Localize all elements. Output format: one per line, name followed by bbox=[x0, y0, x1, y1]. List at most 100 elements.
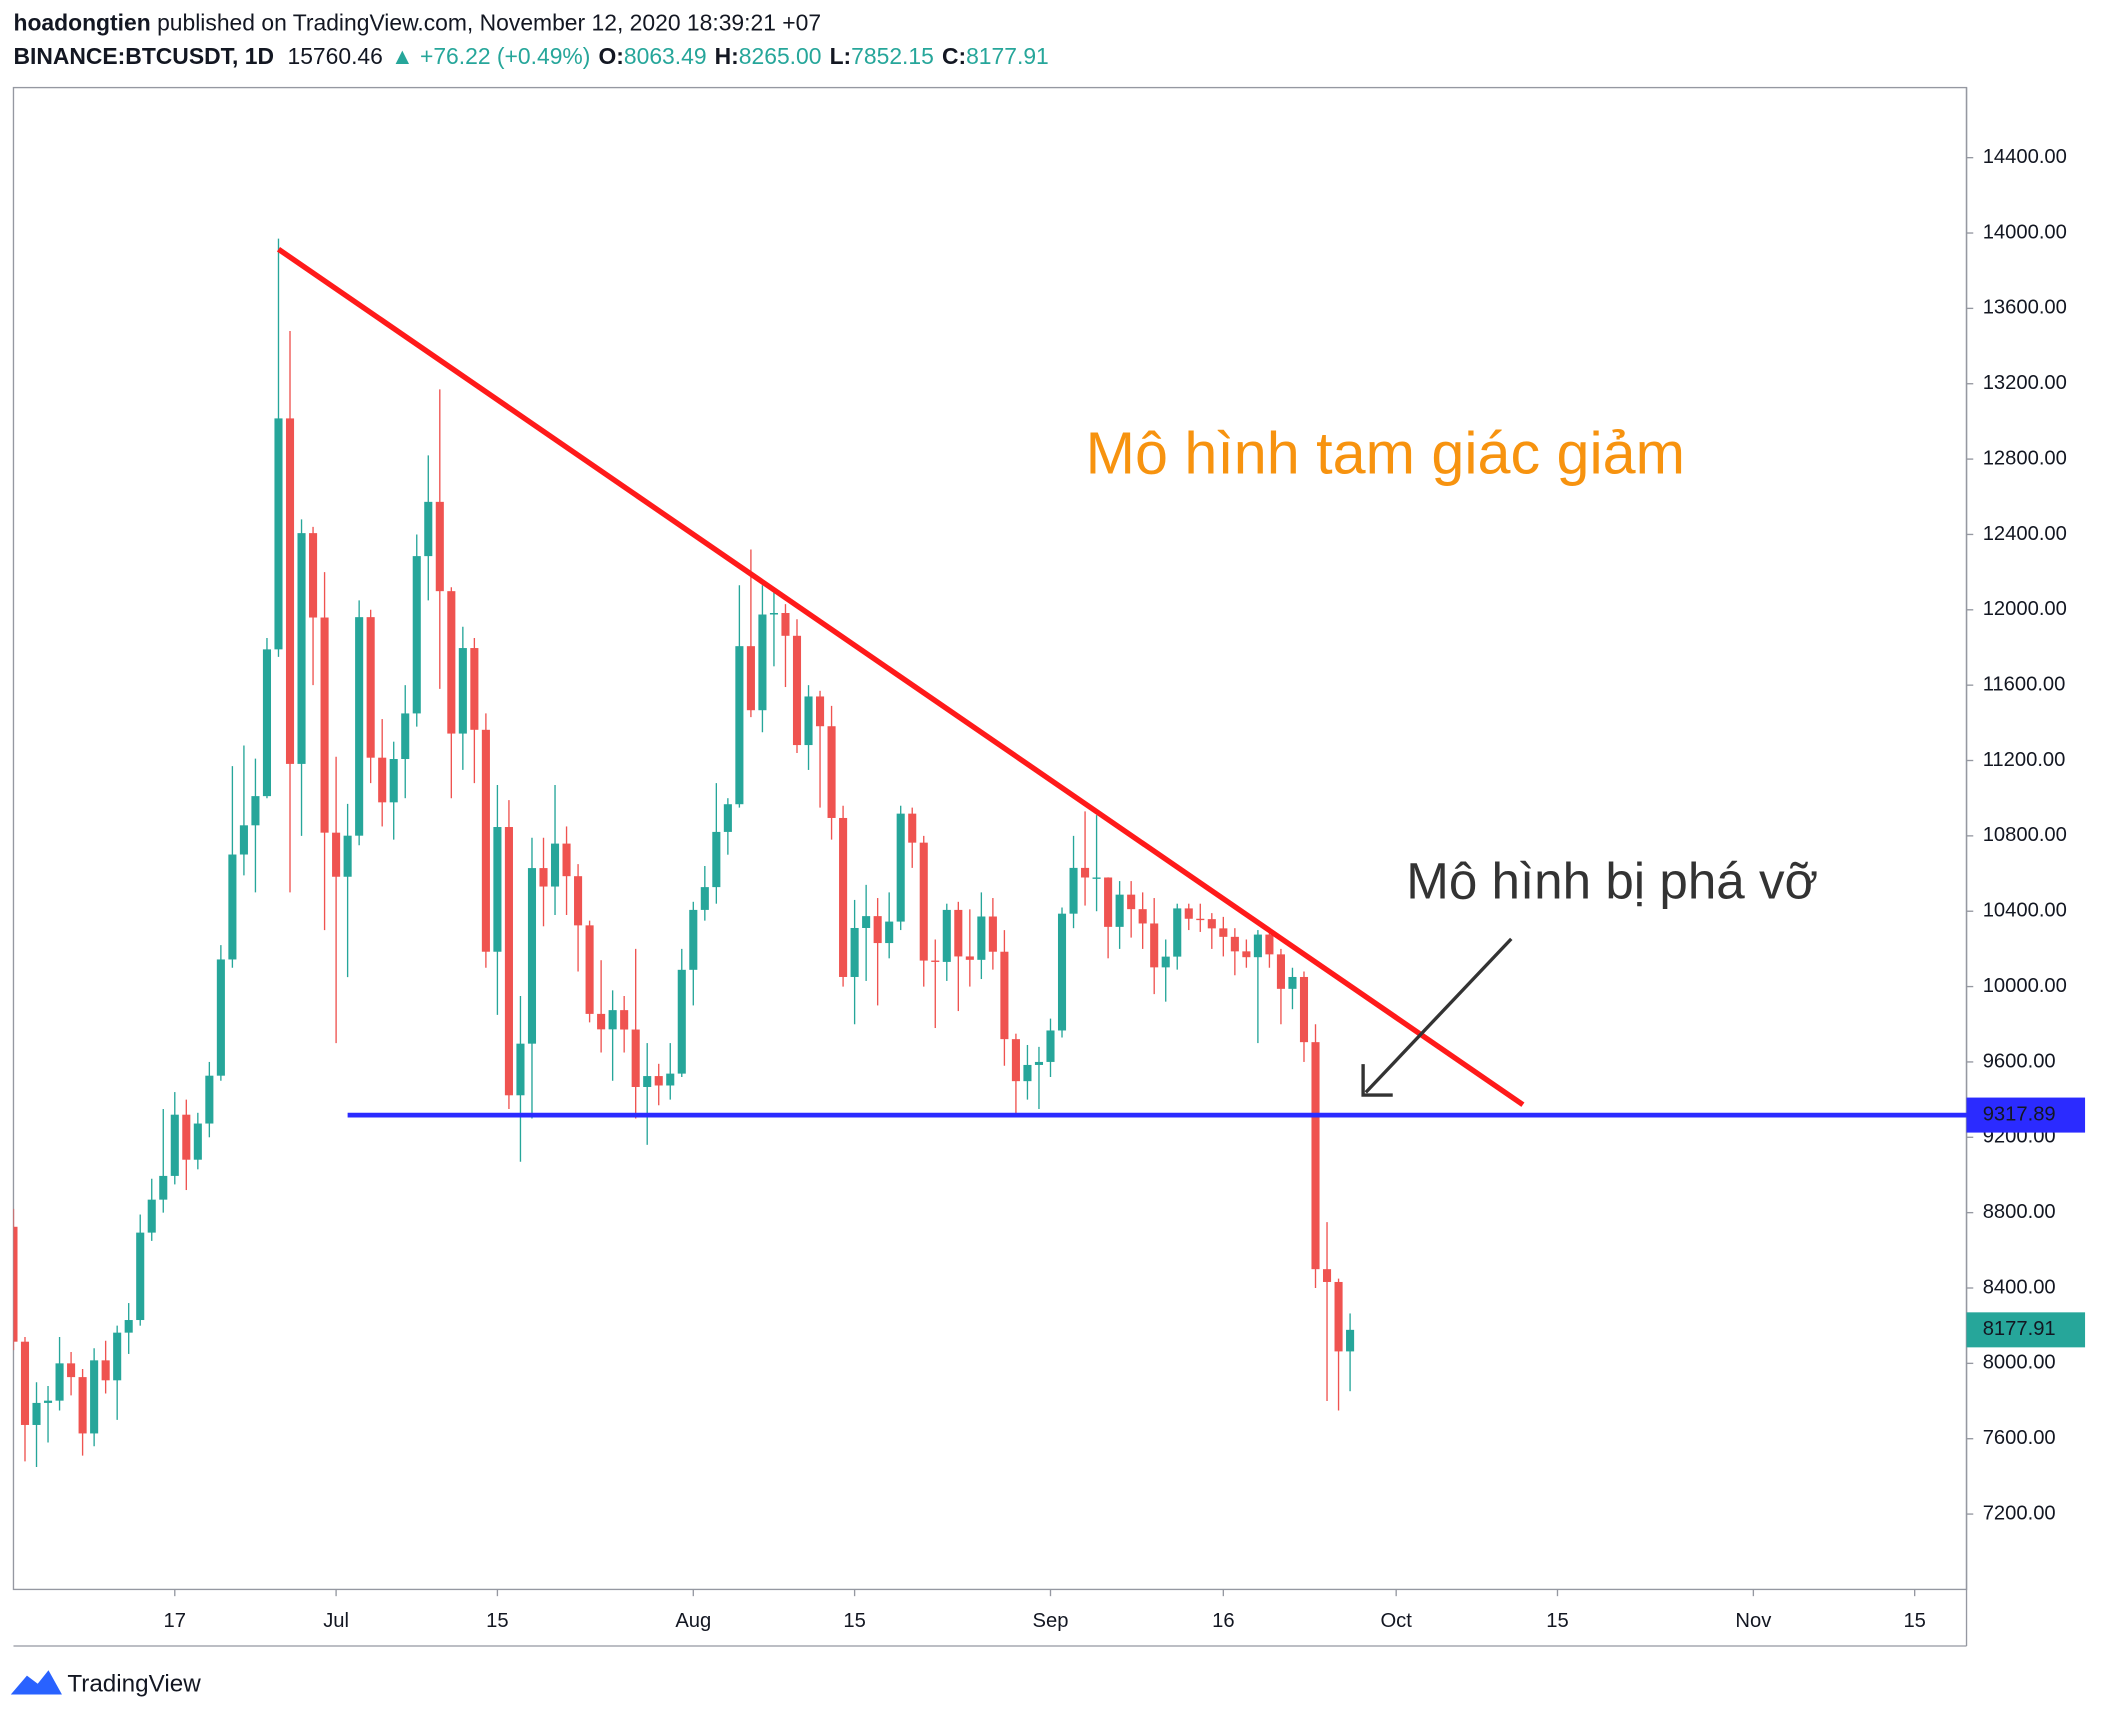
y-tick-label: 12800.00 bbox=[1983, 447, 2067, 469]
candle-body bbox=[424, 501, 433, 557]
candle-body bbox=[1230, 936, 1239, 952]
candle-body bbox=[597, 1013, 606, 1030]
candle-body bbox=[827, 726, 836, 818]
candle-body bbox=[285, 418, 295, 764]
candle-body bbox=[873, 916, 882, 944]
candle-body bbox=[1138, 909, 1147, 924]
candle-body bbox=[1127, 894, 1136, 910]
y-tick-label: 7200.00 bbox=[1983, 1502, 2056, 1524]
ohlc-value: 7852.15 bbox=[851, 43, 934, 69]
y-tick-label: 8000.00 bbox=[1983, 1352, 2056, 1374]
candle-body bbox=[1334, 1281, 1343, 1352]
candle-body bbox=[769, 613, 778, 615]
candle-body bbox=[67, 1363, 76, 1378]
y-tick-label: 13600.00 bbox=[1983, 297, 2067, 319]
candle-body bbox=[792, 635, 802, 746]
x-tick-label: 17 bbox=[164, 1610, 186, 1632]
y-tick-label: 14400.00 bbox=[1983, 146, 2067, 168]
candle-body bbox=[470, 648, 479, 730]
candle-body bbox=[1219, 928, 1228, 937]
candle-body bbox=[539, 868, 548, 887]
header-line-1: hoadongtien published on TradingView.com… bbox=[13, 9, 821, 35]
candle-body bbox=[839, 817, 848, 977]
candle-body bbox=[32, 1402, 41, 1425]
candle-body bbox=[1046, 1030, 1055, 1062]
candle-body bbox=[504, 827, 513, 1096]
x-tick-label: 16 bbox=[1212, 1610, 1234, 1632]
y-tick-label: 14000.00 bbox=[1983, 221, 2067, 243]
candle-body bbox=[493, 827, 502, 952]
change: ▲ +76.22 (+0.49%) bbox=[391, 43, 590, 69]
candle-body bbox=[435, 501, 444, 592]
candle-body bbox=[378, 757, 387, 803]
candle-body bbox=[1011, 1039, 1020, 1082]
price: 15760.46 bbox=[287, 43, 382, 69]
candle-body bbox=[170, 1114, 179, 1176]
candle-body bbox=[550, 843, 560, 887]
ohlc-label: O: bbox=[598, 43, 623, 69]
candle-body bbox=[13, 1226, 18, 1342]
candle-body bbox=[574, 876, 583, 926]
candle-body bbox=[320, 617, 329, 833]
y-tick-label: 7600.00 bbox=[1983, 1427, 2056, 1449]
y-tick-label: 13200.00 bbox=[1983, 372, 2067, 394]
x-tick-label: 15 bbox=[486, 1610, 508, 1632]
candle-body bbox=[954, 909, 963, 957]
candle-body bbox=[712, 831, 721, 888]
author: hoadongtien bbox=[13, 9, 150, 35]
candle-body bbox=[239, 825, 248, 855]
candle-body bbox=[919, 842, 928, 961]
y-tick-label: 10000.00 bbox=[1983, 975, 2067, 997]
x-tick-label: 15 bbox=[843, 1610, 865, 1632]
candle-body bbox=[366, 617, 375, 758]
candle-body bbox=[332, 832, 341, 877]
x-tick-label: 15 bbox=[1903, 1610, 1925, 1632]
candle-body bbox=[1299, 976, 1309, 1043]
candle-body bbox=[1115, 894, 1124, 927]
candle-body bbox=[1057, 913, 1067, 1031]
candle-body bbox=[1034, 1061, 1044, 1065]
candle-body bbox=[205, 1075, 214, 1124]
candle-body bbox=[862, 916, 871, 928]
y-tick-label: 12000.00 bbox=[1983, 598, 2067, 620]
candle-body bbox=[228, 854, 237, 960]
candle-body bbox=[251, 796, 260, 826]
candle-body bbox=[1207, 919, 1216, 929]
candle-body bbox=[1150, 923, 1159, 968]
candle-body bbox=[389, 759, 398, 803]
header-line-2: BINANCE:BTCUSDT, 1D 15760.46 ▲ +76.22 (+0.… bbox=[13, 43, 1048, 69]
candle-body bbox=[942, 909, 951, 962]
candle-body bbox=[1092, 877, 1101, 879]
candle-body bbox=[1000, 951, 1009, 1040]
published: published on TradingView.com, November 1… bbox=[157, 9, 821, 35]
candle-body bbox=[78, 1377, 87, 1434]
candle-body bbox=[1346, 1329, 1355, 1352]
candle-body bbox=[481, 729, 490, 952]
candle-body bbox=[147, 1199, 156, 1233]
x-tick-label: Sep bbox=[1033, 1610, 1069, 1632]
candle-body bbox=[1184, 908, 1193, 919]
candle-body bbox=[1104, 877, 1113, 927]
candle-body bbox=[977, 916, 986, 960]
candle-body bbox=[216, 959, 225, 1076]
candle-body bbox=[262, 649, 272, 797]
candle-body bbox=[159, 1175, 168, 1200]
candle-body bbox=[55, 1363, 64, 1401]
candle-body bbox=[309, 533, 318, 618]
candle-body bbox=[1288, 976, 1297, 989]
candle-body bbox=[43, 1400, 53, 1403]
candle-body bbox=[735, 646, 744, 805]
candle-body bbox=[666, 1073, 675, 1086]
candle-body bbox=[1069, 867, 1078, 914]
candle-body bbox=[1276, 954, 1285, 989]
candle-body bbox=[516, 1043, 525, 1096]
candle-body bbox=[758, 614, 767, 711]
y-tick-label: 8400.00 bbox=[1983, 1276, 2056, 1298]
symbol: BINANCE:BTCUSDT, 1D bbox=[13, 43, 274, 69]
ohlc-label: C: bbox=[942, 43, 966, 69]
x-tick-label: Aug bbox=[675, 1610, 711, 1632]
candle-body bbox=[527, 868, 537, 1044]
candle-body bbox=[562, 843, 571, 877]
candle-body bbox=[723, 804, 732, 832]
